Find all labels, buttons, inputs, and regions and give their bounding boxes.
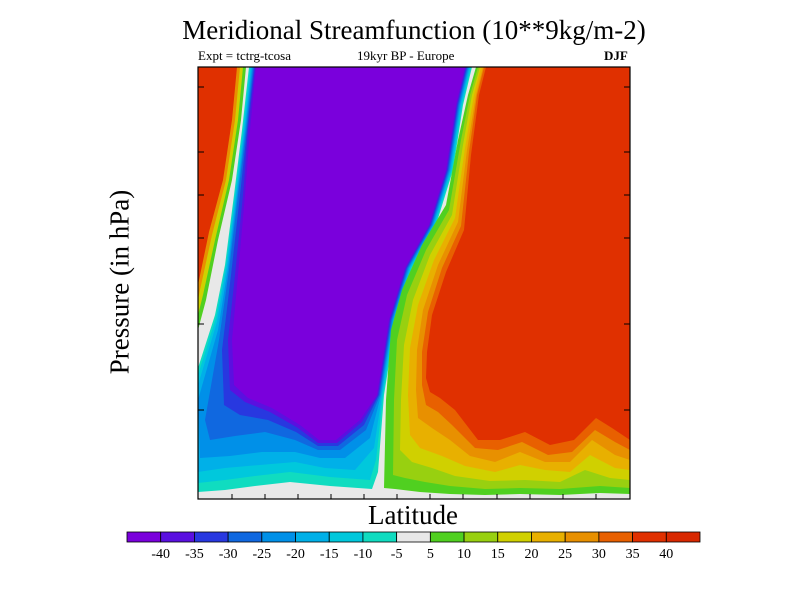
colorbar-tick-label: -35 [185, 547, 204, 562]
colorbar-swatch [429, 531, 465, 543]
period-label: 19kyr BP - Europe [357, 48, 455, 63]
colorbar-tick-label: 20 [524, 547, 538, 562]
colorbar-swatch [497, 531, 532, 543]
colorbar-tick-label: 25 [558, 547, 572, 562]
colorbar-swatch [564, 531, 600, 543]
contour-field [198, 67, 630, 499]
colorbar-tick-label: 15 [491, 547, 505, 562]
plot-frame [197, 66, 631, 500]
colorbar-tick-label: -20 [286, 547, 305, 562]
colorbar-tick-label: -15 [320, 547, 339, 562]
colorbar-swatch [632, 531, 667, 543]
left-cell-red [198, 67, 237, 285]
colorbar-tick-label: 30 [592, 547, 606, 562]
right-cell-red [426, 67, 630, 445]
colorbar-tick-label: 35 [626, 547, 640, 562]
colorbar-tick-label: -40 [151, 547, 170, 562]
colorbar-swatch [126, 531, 162, 543]
colorbar-swatch [531, 531, 566, 543]
season-label: DJF [604, 48, 628, 63]
colorbar-swatch [362, 531, 398, 543]
colorbar-tick-label: 10 [457, 547, 471, 562]
chart-title: Meridional Streamfunction (10**9kg/m-2) [182, 15, 646, 45]
colorbar-swatch [463, 531, 499, 543]
center-cell-purple [232, 67, 465, 440]
colorbar-tick-label: 40 [659, 547, 673, 562]
x-ticks [231, 494, 597, 499]
colorbar-tick-label: 5 [427, 547, 434, 562]
colorbar-swatch [227, 531, 263, 543]
colorbar-tick-label: -5 [391, 547, 403, 562]
colorbar-swatch [295, 531, 330, 543]
colorbar-swatch [665, 531, 701, 543]
x-axis-label: Latitude [368, 500, 458, 530]
y-ticks [198, 86, 630, 411]
colorbar-tick-label: -30 [219, 547, 238, 562]
colorbar-swatch [598, 531, 633, 543]
colorbar-swatch [194, 531, 229, 543]
colorbar-swatch [396, 531, 431, 543]
colorbar-swatch [328, 531, 364, 543]
colorbar-swatch [160, 531, 195, 543]
colorbar-tick-label: -10 [354, 547, 373, 562]
colorbar-tick-label: -25 [252, 547, 271, 562]
colorbar-swatch [261, 531, 296, 543]
experiment-label: Expt = tctrg-tcosa [198, 48, 292, 63]
